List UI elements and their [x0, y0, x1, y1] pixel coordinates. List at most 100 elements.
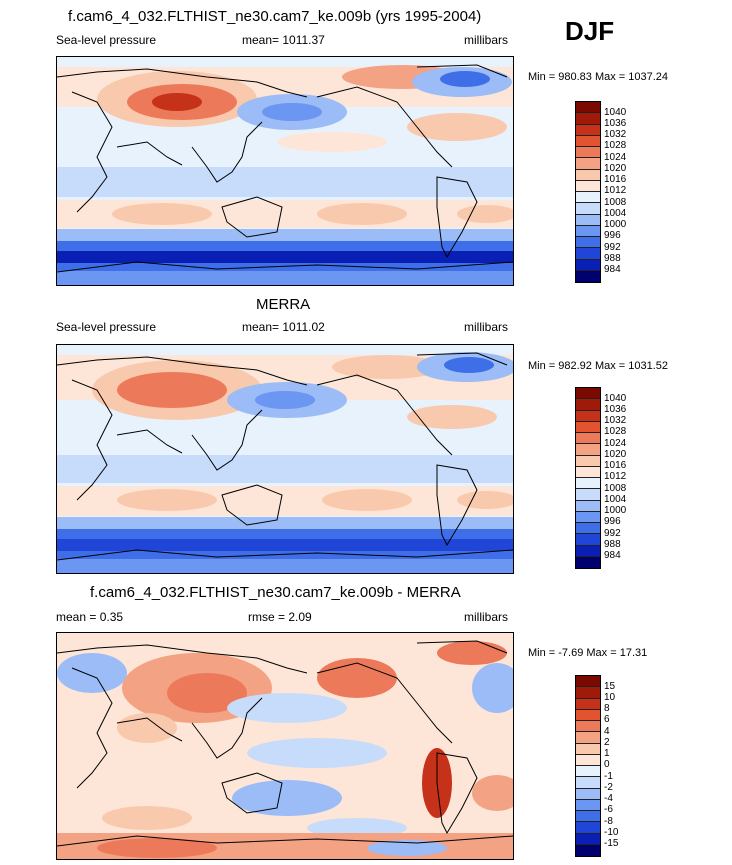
panel1-map [56, 56, 514, 286]
colorbar-swatch [576, 259, 600, 271]
panel2-cb-label: 1012 [604, 471, 627, 482]
colorbar-swatch [576, 102, 600, 114]
panel1-cb-label: 1016 [604, 174, 627, 185]
colorbar-swatch [576, 766, 600, 778]
panel2-units: millibars [464, 320, 509, 334]
colorbar-swatch [576, 433, 600, 445]
colorbar-swatch [576, 500, 600, 512]
colorbar-swatch [576, 455, 600, 467]
panel1-cb-label: 988 [604, 253, 621, 264]
panel3-cb-label: 6 [604, 714, 610, 725]
colorbar-swatch [576, 214, 600, 226]
colorbar-swatch [576, 511, 600, 523]
colorbar-swatch [576, 399, 600, 411]
panel2-map [56, 344, 514, 574]
colorbar-swatch [576, 421, 600, 433]
panel2-minmax: Min = 982.92 Max = 1031.52 [528, 360, 669, 372]
colorbar-swatch [576, 444, 600, 456]
panel3-map [56, 632, 514, 860]
panel3-cb-label: -6 [604, 804, 613, 815]
colorbar-swatch [576, 478, 600, 490]
panel3-cb-label: -2 [604, 782, 613, 793]
panel3-minmax: Min = -7.69 Max = 17.31 [528, 647, 648, 659]
colorbar-swatch [576, 844, 600, 856]
colorbar-swatch [576, 113, 600, 125]
colorbar-swatch [576, 754, 600, 766]
colorbar-swatch [576, 777, 600, 789]
colorbar-swatch [576, 237, 600, 249]
panel1-cb-label: 1020 [604, 163, 627, 174]
panel3-cb-label: 8 [604, 703, 610, 714]
colorbar-swatch [576, 556, 600, 568]
colorbar-swatch [576, 811, 600, 823]
colorbar-swatch [576, 534, 600, 546]
panel1-title: f.cam6_4_032.FLTHIST_ne30.cam7_ke.009b (… [68, 8, 482, 25]
colorbar-swatch [576, 124, 600, 136]
panel1-cb-label: 996 [604, 230, 621, 241]
panel3-mean-label: mean = 0.35 [56, 610, 124, 624]
panel3-cb-label: -10 [604, 827, 619, 838]
colorbar-swatch [576, 709, 600, 721]
colorbar-swatch [576, 270, 600, 282]
panel2-cb-label: 988 [604, 539, 621, 550]
panel3-cb-label: 15 [604, 681, 616, 692]
colorbar-swatch [576, 743, 600, 755]
colorbar-swatch [576, 489, 600, 501]
panel1-minmax: Min = 980.83 Max = 1037.24 [528, 71, 669, 83]
panel2-title: MERRA [256, 296, 311, 313]
panel3-units: millibars [464, 610, 509, 624]
panel1-cb-label: 984 [604, 264, 621, 275]
panel2-cb-label: 1000 [604, 505, 627, 516]
colorbar-swatch [576, 788, 600, 800]
colorbar-swatch [576, 147, 600, 159]
colorbar-swatch [576, 225, 600, 237]
colorbar-swatch [576, 698, 600, 710]
colorbar-swatch [576, 523, 600, 535]
colorbar-swatch [576, 732, 600, 744]
panel2-cb-label: 996 [604, 516, 621, 527]
colorbar-swatch [576, 180, 600, 192]
panel2-cb-label: 1032 [604, 415, 627, 426]
colorbar-swatch [576, 676, 600, 688]
panel3-cb-label: 1 [604, 748, 610, 759]
panel2-mean-label: mean= 1011.02 [242, 320, 325, 334]
panel1-cb-label: 1008 [604, 197, 627, 208]
panel3-cb-label: 0 [604, 759, 610, 770]
panel2-colorbar [575, 387, 601, 569]
panel2-left-label: Sea-level pressure [56, 320, 157, 334]
colorbar-swatch [576, 203, 600, 215]
panel2-cb-label: 1004 [604, 494, 627, 505]
panel3-cb-label: -15 [604, 838, 619, 849]
panel1-cb-label: 1040 [604, 107, 627, 118]
panel1-colorbar [575, 101, 601, 283]
colorbar-swatch [576, 248, 600, 260]
panel3-cb-label: 4 [604, 726, 610, 737]
colorbar-swatch [576, 410, 600, 422]
panel2-cb-label: 1028 [604, 426, 627, 437]
panel2-cb-label: 1040 [604, 393, 627, 404]
panel1-cb-label: 1028 [604, 140, 627, 151]
panel3-cb-label: 10 [604, 692, 616, 703]
panel2-cb-label: 1020 [604, 449, 627, 460]
panel2-cb-label: 1036 [604, 404, 627, 415]
colorbar-swatch [576, 135, 600, 147]
panel1-cb-label: 1012 [604, 185, 627, 196]
colorbar-swatch [576, 192, 600, 204]
panel3-colorbar [575, 675, 601, 857]
panel3-cb-label: -1 [604, 771, 613, 782]
panel1-cb-label: 1000 [604, 219, 627, 230]
panel1-cb-label: 1024 [604, 152, 627, 163]
panel2-cb-label: 1008 [604, 483, 627, 494]
colorbar-swatch [576, 158, 600, 170]
panel1-cb-label: 1032 [604, 129, 627, 140]
colorbar-swatch [576, 833, 600, 845]
panel1-mean-label: mean= 1011.37 [242, 33, 325, 47]
panel3-cb-label: -8 [604, 816, 613, 827]
panel2-cb-label: 984 [604, 550, 621, 561]
panel3-cb-label: 2 [604, 737, 610, 748]
panel1-units: millibars [464, 33, 509, 47]
colorbar-swatch [576, 388, 600, 400]
panel1-left-label: Sea-level pressure [56, 33, 157, 47]
colorbar-swatch [576, 721, 600, 733]
colorbar-swatch [576, 687, 600, 699]
